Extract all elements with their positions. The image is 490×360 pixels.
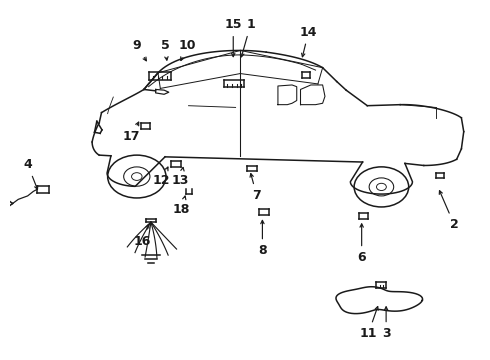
Text: 9: 9 xyxy=(132,39,147,61)
Text: 4: 4 xyxy=(24,158,38,189)
Text: 5: 5 xyxy=(161,39,170,60)
Text: 14: 14 xyxy=(300,26,317,57)
Text: 15: 15 xyxy=(224,18,242,57)
Circle shape xyxy=(354,167,409,207)
Text: 1: 1 xyxy=(241,18,255,57)
Text: 16: 16 xyxy=(134,225,151,248)
Circle shape xyxy=(108,155,166,198)
Text: 13: 13 xyxy=(172,167,189,187)
Text: 12: 12 xyxy=(152,167,170,187)
Text: 3: 3 xyxy=(382,307,391,340)
Text: 2: 2 xyxy=(440,191,459,231)
Text: 7: 7 xyxy=(250,174,261,202)
Text: 11: 11 xyxy=(360,307,378,340)
Text: 10: 10 xyxy=(179,39,196,60)
Text: 8: 8 xyxy=(258,220,267,257)
Text: 6: 6 xyxy=(357,224,366,264)
Text: 17: 17 xyxy=(122,122,140,143)
Text: 18: 18 xyxy=(173,196,190,216)
